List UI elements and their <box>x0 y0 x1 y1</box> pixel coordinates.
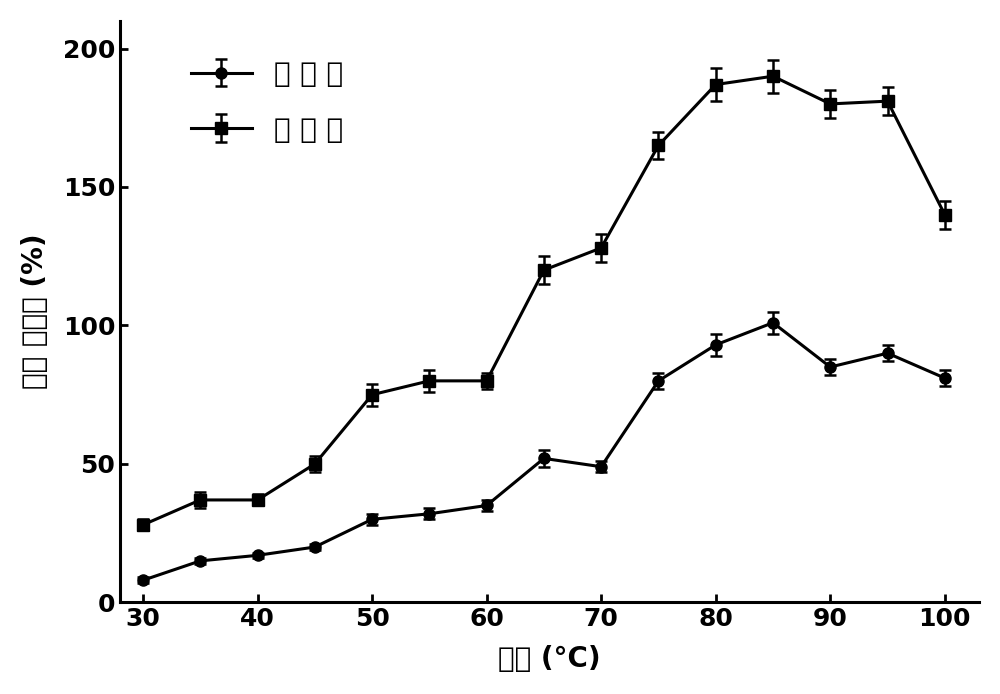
Legend: 野 生 酶, 突 变 酶: 野 生 酶, 突 变 酶 <box>177 46 357 158</box>
Y-axis label: 相对 酶活力 (%): 相对 酶活力 (%) <box>21 234 49 389</box>
X-axis label: 温度 (°C): 温度 (°C) <box>498 645 601 673</box>
